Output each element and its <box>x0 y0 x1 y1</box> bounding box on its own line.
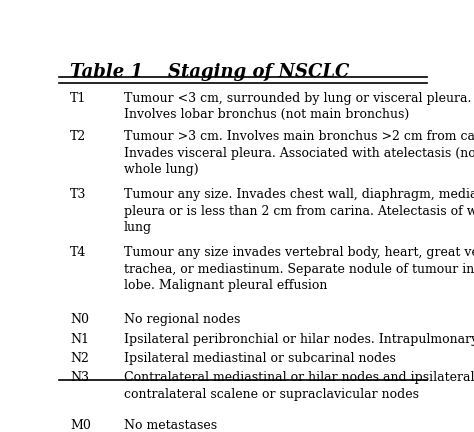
Text: T4: T4 <box>70 246 87 259</box>
Text: Table 1    Staging of NSCLC: Table 1 Staging of NSCLC <box>70 64 350 82</box>
Text: Tumour >3 cm. Involves main bronchus >2 cm from carina.
Invades visceral pleura.: Tumour >3 cm. Involves main bronchus >2 … <box>124 130 474 176</box>
Text: Tumour any size. Invades chest wall, diaphragm, mediastinal
pleura or is less th: Tumour any size. Invades chest wall, dia… <box>124 188 474 234</box>
Text: Ipsilateral mediastinal or subcarinal nodes: Ipsilateral mediastinal or subcarinal no… <box>124 352 395 365</box>
Text: No metastases: No metastases <box>124 419 217 432</box>
Text: T1: T1 <box>70 92 87 105</box>
Text: Contralateral mediastinal or hilar nodes and ipsilateral or
contralateral scalen: Contralateral mediastinal or hilar nodes… <box>124 371 474 400</box>
Text: N0: N0 <box>70 313 89 326</box>
Text: No regional nodes: No regional nodes <box>124 313 240 326</box>
Text: Ipsilateral peribronchial or hilar nodes. Intrapulmonary nodes: Ipsilateral peribronchial or hilar nodes… <box>124 333 474 346</box>
Text: Tumour any size invades vertebral body, heart, great vessels,
trachea, or medias: Tumour any size invades vertebral body, … <box>124 246 474 292</box>
Text: M0: M0 <box>70 419 91 432</box>
Text: N3: N3 <box>70 371 89 384</box>
Text: T2: T2 <box>70 130 87 143</box>
Text: N1: N1 <box>70 333 89 346</box>
Text: T3: T3 <box>70 188 87 201</box>
Text: Tumour <3 cm, surrounded by lung or visceral pleura.
Involves lobar bronchus (no: Tumour <3 cm, surrounded by lung or visc… <box>124 92 471 121</box>
Text: N2: N2 <box>70 352 89 365</box>
